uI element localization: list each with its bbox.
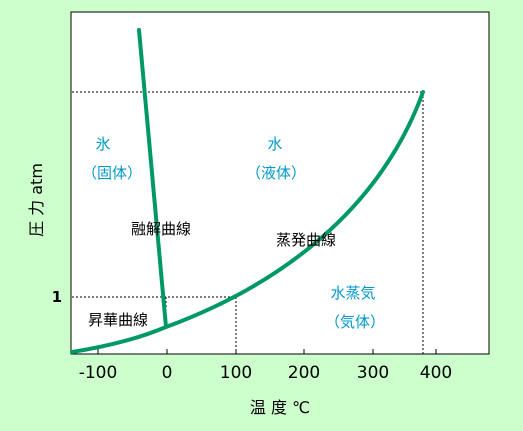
y-tick-label: 1: [52, 288, 62, 306]
x-tick-label: 0: [162, 363, 173, 383]
solid-region-phase: （固体）: [82, 164, 142, 182]
plot-area: [70, 11, 490, 355]
y-axis-title: 圧 力 atm: [27, 163, 46, 237]
vaporization-curve-label: 蒸発曲線: [276, 231, 336, 249]
vaporization-curve: [164, 90, 425, 329]
solid-region-name: 氷: [95, 135, 110, 153]
x-axis-ticks: [97, 349, 437, 354]
gas-region-phase: （気体）: [325, 313, 385, 331]
melting-curve: [137, 28, 168, 329]
liquid-region-phase: （液体）: [246, 164, 306, 182]
sublimation-curve-label: 昇華曲線: [88, 311, 148, 329]
gas-region-name: 水蒸気: [330, 284, 375, 302]
phase-curves: [70, 28, 425, 354]
x-tick-label: 100: [220, 363, 252, 383]
sublimation-curve: [70, 325, 168, 354]
x-tick-label: -100: [79, 363, 118, 383]
x-tick-label: 400: [420, 363, 452, 383]
x-tick-label: 200: [288, 363, 320, 383]
x-axis-title: 温 度 ℃: [250, 398, 310, 417]
melting-curve-label: 融解曲線: [131, 220, 191, 238]
x-tick-label: 300: [357, 363, 389, 383]
liquid-region-name: 水: [267, 135, 282, 153]
